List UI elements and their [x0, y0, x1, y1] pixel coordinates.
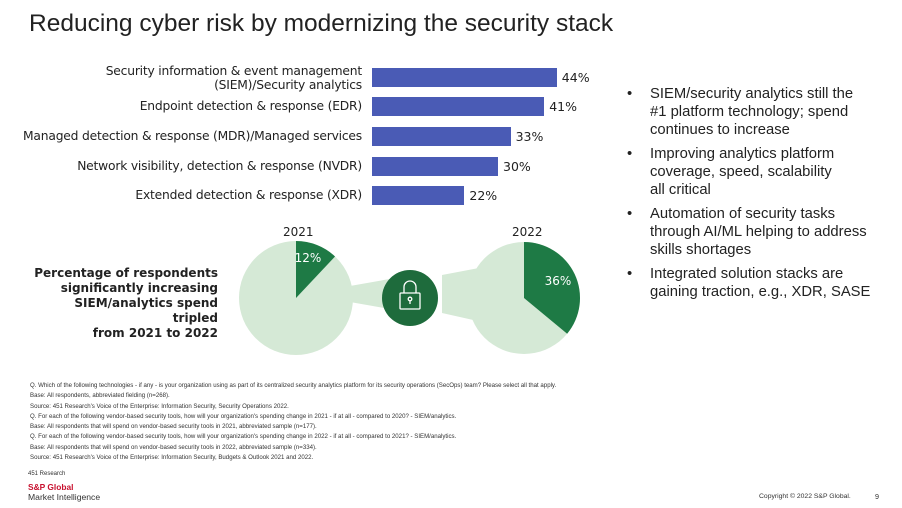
- bullet-item: • Integrated solution stacks are gaining…: [624, 265, 894, 301]
- page-number: 9: [875, 492, 879, 501]
- bar-value-label: 30%: [503, 159, 531, 174]
- lock-badge: [382, 270, 438, 326]
- brand-logo-line2: Market Intelligence: [28, 492, 101, 502]
- bullet-line: #1 platform technology; spend: [650, 104, 849, 120]
- bar-value-label: 22%: [469, 188, 498, 203]
- lock-icon: [399, 280, 421, 310]
- bar-category-label: Managed detection & response (MDR)/Manag…: [23, 129, 362, 143]
- pie-caption: Percentage of respondents significantly …: [28, 266, 218, 341]
- bar-category-line: Managed detection & response (MDR)/Manag…: [23, 129, 362, 143]
- note-line: Base: All respondents that will spend on…: [30, 443, 317, 451]
- pie-2022-value-label: 36%: [545, 274, 572, 288]
- survey-notes: Q. Which of the following technologies -…: [30, 381, 556, 463]
- bullet-item: • Automation of security tasks through A…: [624, 205, 894, 259]
- bullet-line: Integrated solution stacks are: [650, 266, 844, 282]
- brand-logo-line1: S&P Global: [28, 482, 74, 492]
- bar-value-label: 41%: [549, 99, 577, 114]
- pie-year-2021: 2021: [283, 225, 314, 239]
- pie-caption-line: SIEM/analytics spend tripled: [74, 296, 218, 325]
- bullet-icon: •: [627, 146, 633, 162]
- bar: [372, 157, 498, 176]
- bar-category-label: Endpoint detection & response (EDR): [140, 99, 362, 113]
- bar: [372, 186, 465, 205]
- note-line: Q. For each of the following vendor-base…: [30, 433, 457, 441]
- bullet-icon: •: [627, 266, 633, 282]
- bar-category-line: Network visibility, detection & response…: [77, 159, 362, 173]
- bullet-line: coverage, speed, scalability: [650, 164, 832, 180]
- pie-2021-value-label: 12%: [295, 251, 322, 265]
- note-line: Base: All respondents that will spend on…: [30, 423, 317, 431]
- slide-title: Reducing cyber risk by modernizing the s…: [29, 10, 614, 37]
- bullet-icon: •: [627, 86, 633, 102]
- bar-category-line: Endpoint detection & response (EDR): [139, 99, 362, 113]
- bullet-line: skills shortages: [650, 242, 752, 258]
- note-line: Q. For each of the following vendor-base…: [30, 412, 457, 420]
- bar: [372, 127, 511, 146]
- note-line: Source: 451 Research's Voice of the Ente…: [30, 454, 314, 462]
- pie-year-2022: 2022: [512, 225, 543, 239]
- bar: [372, 97, 545, 116]
- bar-value-label: 44%: [561, 70, 590, 85]
- bullet-line: continues to increase: [650, 122, 790, 138]
- pie-2021: [239, 241, 353, 355]
- footer-source: 451 Research: [28, 471, 66, 477]
- bullet-icon: •: [627, 206, 633, 222]
- note-line: Q. Which of the following technologies -…: [30, 382, 557, 389]
- bar-category-line: Extended detection & response (XDR): [135, 188, 362, 202]
- pie-caption-line: Percentage of respondents: [34, 266, 218, 280]
- copyright-text: Copyright © 2022 S&P Global.: [759, 493, 851, 500]
- bullet-line: all critical: [650, 182, 711, 198]
- bar-category-label: Security information & event management(…: [106, 64, 362, 92]
- bullet-line: Automation of security tasks: [650, 206, 836, 222]
- bar-category-line: Security information & event management: [105, 64, 362, 78]
- note-line: Base: All respondents, abbreviated field…: [30, 392, 170, 400]
- bullet-line: Improving analytics platform: [650, 146, 835, 162]
- bar-value-label: 33%: [515, 129, 544, 144]
- pie-2022: [468, 242, 580, 354]
- note-line: Source: 451 Research's Voice of the Ente…: [30, 402, 289, 410]
- key-findings-list: • SIEM/security analytics still the #1 p…: [624, 85, 894, 307]
- bullet-line: SIEM/security analytics still the: [650, 86, 854, 102]
- bar-category-label: Network visibility, detection & response…: [77, 159, 362, 173]
- pie-highlight-slice: [296, 241, 336, 298]
- bullet-line: gaining traction, e.g., XDR, SASE: [650, 284, 871, 300]
- pie-highlight-slice: [524, 242, 580, 334]
- bar-category-label: Extended detection & response (XDR): [135, 188, 362, 202]
- bar: [372, 68, 557, 87]
- bullet-line: through AI/ML helping to address: [650, 224, 867, 240]
- bullet-item: • Improving analytics platform coverage,…: [624, 145, 894, 199]
- pie-caption-line: from 2021 to 2022: [92, 326, 218, 340]
- pie-caption-line: significantly increasing: [60, 281, 218, 295]
- bar-category-line: (SIEM)/Security analytics: [214, 78, 362, 92]
- bullet-item: • SIEM/security analytics still the #1 p…: [624, 85, 894, 139]
